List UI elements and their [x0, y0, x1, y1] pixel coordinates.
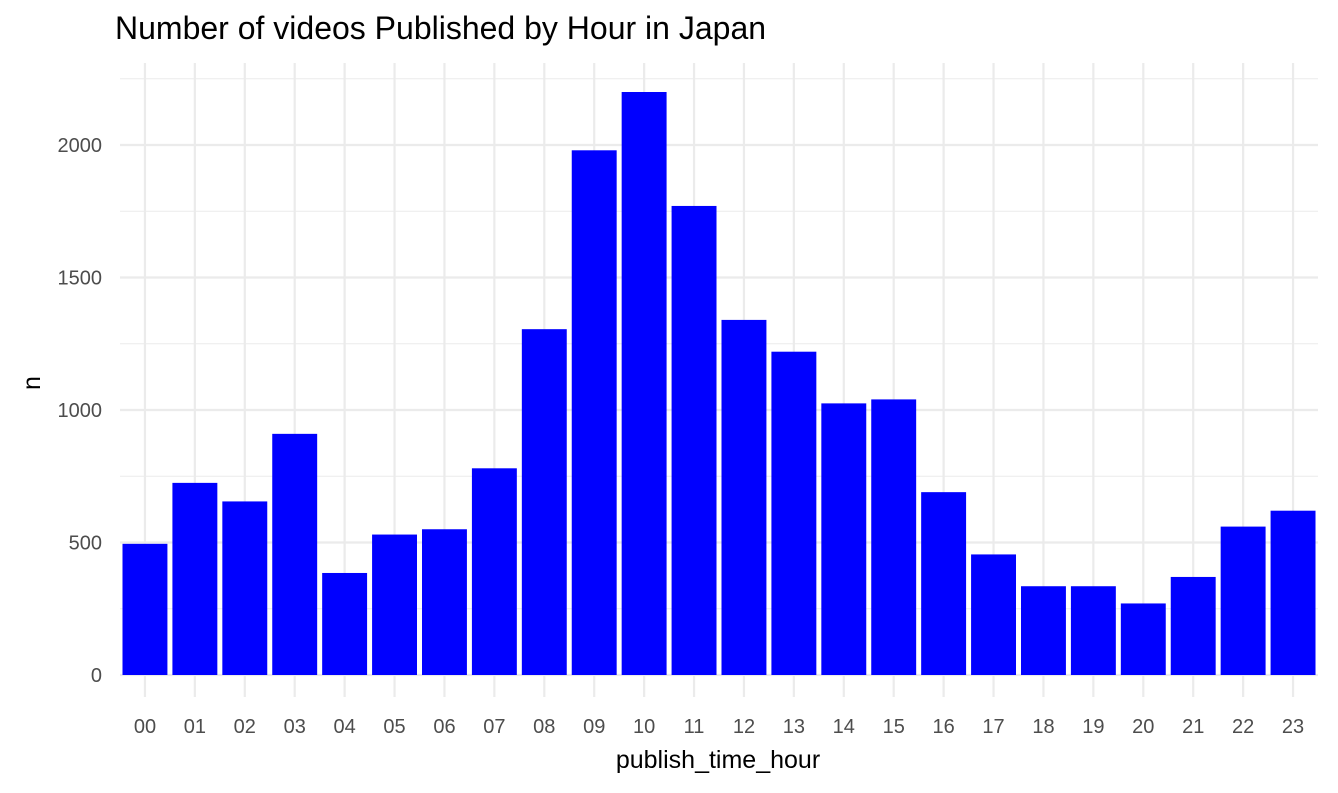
- x-tick-label: 01: [184, 716, 206, 738]
- y-tick-label: 2000: [58, 135, 103, 157]
- bar-23: [1270, 510, 1316, 675]
- bar-01: [172, 482, 218, 675]
- x-tick-label: 07: [483, 716, 505, 738]
- x-tick-label: 23: [1282, 716, 1304, 738]
- x-tick-label: 19: [1082, 716, 1104, 738]
- x-axis-title: publish_time_hour: [616, 746, 820, 774]
- x-tick-label: 04: [334, 716, 356, 738]
- bar-05: [372, 534, 418, 675]
- bar-02: [222, 501, 268, 675]
- y-tick-label: 0: [91, 665, 102, 687]
- bar-10: [621, 92, 667, 675]
- bar-11: [671, 205, 717, 675]
- bar-08: [521, 329, 567, 675]
- x-tick-label: 11: [684, 716, 705, 738]
- x-tick-label: 13: [783, 716, 805, 738]
- bar-21: [1170, 576, 1216, 675]
- y-tick-label: 1000: [58, 400, 103, 422]
- x-tick-label: 14: [833, 716, 855, 738]
- x-tick-label: 22: [1232, 716, 1254, 738]
- x-tick-label: 05: [383, 716, 405, 738]
- bar-18: [1020, 586, 1066, 675]
- x-tick-label: 08: [533, 716, 555, 738]
- bars: [122, 92, 1316, 676]
- x-axis-ticks: 00 01 02 03 04 05 06 07 08 09 10 11 12 13 14 15 16 17 18 19…: [134, 716, 1304, 738]
- bar-12: [721, 319, 767, 675]
- x-tick-label: 16: [933, 716, 955, 738]
- x-tick-label: 02: [234, 716, 256, 738]
- x-tick-label: 09: [583, 716, 605, 738]
- x-tick-label: 15: [883, 716, 905, 738]
- bar-07: [471, 468, 517, 675]
- x-tick-label: 20: [1132, 716, 1154, 738]
- y-tick-label: 1500: [58, 268, 103, 290]
- bar-04: [322, 572, 368, 675]
- bar-03: [272, 433, 318, 675]
- bar-19: [1070, 586, 1116, 675]
- x-tick-label: 17: [982, 716, 1004, 738]
- bar-00: [122, 543, 168, 675]
- bar-22: [1220, 526, 1266, 675]
- x-tick-label: 03: [284, 716, 306, 738]
- x-tick-label: 10: [633, 716, 655, 738]
- y-tick-label: 500: [69, 533, 102, 555]
- x-tick-label: 06: [433, 716, 455, 738]
- bar-20: [1120, 603, 1166, 675]
- x-tick-label: 00: [134, 716, 156, 738]
- y-axis-title: n: [18, 376, 46, 390]
- x-tick-label: 21: [1182, 716, 1204, 738]
- bar-06: [421, 529, 467, 675]
- bar-09: [571, 150, 617, 676]
- bar-16: [921, 492, 967, 675]
- y-axis-ticks: 0 500 1000 1500 2000: [58, 135, 103, 687]
- bar-15: [871, 399, 917, 675]
- bar-13: [771, 351, 817, 675]
- chart-title: Number of videos Published by Hour in Ja…: [115, 10, 766, 46]
- bar-14: [821, 403, 867, 675]
- x-tick-label: 12: [733, 716, 755, 738]
- x-tick-label: 18: [1032, 716, 1054, 738]
- bar-17: [971, 554, 1017, 675]
